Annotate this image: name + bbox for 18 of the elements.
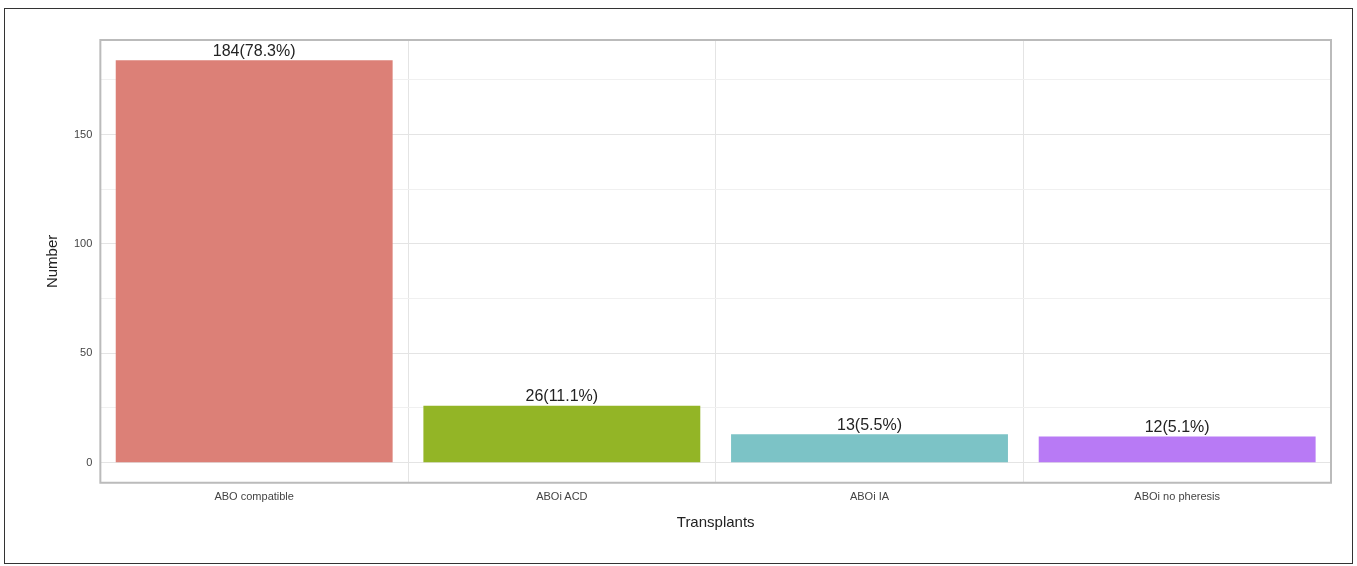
bar [423, 405, 701, 463]
x-tick-label: ABOi ACD [536, 490, 588, 503]
data-label: 184(78.3%) [212, 41, 296, 59]
y-tick-label: 150 [73, 127, 93, 140]
x-tick-label: ABOi IA [849, 490, 890, 503]
x-axis-title: Transplants [676, 513, 755, 531]
x-tick-label: ABO compatible [214, 490, 294, 503]
y-tick-label: 50 [80, 346, 93, 359]
x-tick-label: ABOi no pheresis [1134, 490, 1221, 503]
y-tick-label: 100 [73, 236, 93, 249]
y-tick-label: 0 [86, 455, 93, 468]
data-label: 12(5.1%) [1144, 417, 1210, 435]
y-axis-title: Number [43, 234, 61, 289]
bar [115, 60, 393, 463]
data-label: 26(11.1%) [525, 387, 599, 405]
data-label: 13(5.5%) [837, 415, 902, 433]
bar [1038, 436, 1316, 463]
bar [731, 434, 1008, 463]
